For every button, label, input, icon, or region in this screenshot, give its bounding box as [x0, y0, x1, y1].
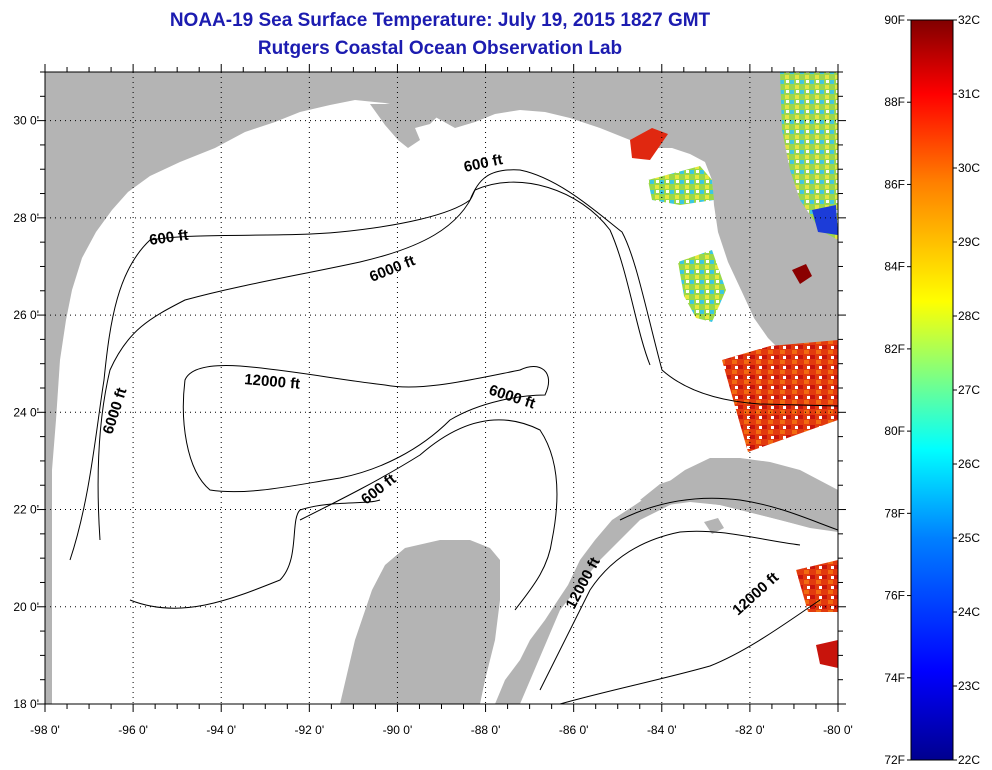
axis-tick-labels: -98 0' -96 0' -94 0' -92 0' -90 0' -88 0' -86 … — [13, 114, 852, 737]
colorbar-label-f: 90F — [884, 13, 905, 27]
contour-12000ft-channel — [539, 530, 801, 691]
colorbar-label-c: 27C — [958, 383, 980, 397]
colorbar-label-f: 80F — [884, 424, 905, 438]
colorbar-label-f: 72F — [884, 753, 905, 767]
lon-tick-label: -92 0' — [295, 723, 325, 737]
contour-600ft-yucatan — [129, 499, 381, 609]
colorbar-label-c: 32C — [958, 13, 980, 27]
sst-swath-north-2 — [648, 166, 714, 205]
isla-de-la-juventud — [704, 518, 724, 534]
lat-tick-label: 18 0' — [13, 697, 39, 711]
sst-swath-caribbean — [796, 560, 838, 612]
lon-tick-label: -84 0' — [647, 723, 677, 737]
lat-tick-label: 26 0' — [13, 308, 39, 322]
colorbar-label-c: 25C — [958, 531, 980, 545]
colorbar: 90F 88F 86F 84F 82F 80F 78F 76F 74F 72F 32C 31C 30C 2… — [884, 13, 980, 767]
colorbar-label-c: 23C — [958, 679, 980, 693]
colorbar-label-f: 88F — [884, 95, 905, 109]
lon-tick-label: -96 0' — [118, 723, 148, 737]
sst-hotspot-okeechobee — [792, 264, 812, 284]
colorbar-label-c: 22C — [958, 753, 980, 767]
contour-6000ft-slope — [97, 181, 651, 541]
sst-swath-florida-east — [812, 205, 838, 235]
colorbar-label-f: 74F — [884, 671, 905, 685]
lat-tick-label: 22 0' — [13, 503, 39, 517]
sst-swath-west-florida — [678, 250, 726, 322]
contour-6000ft-central — [299, 419, 558, 611]
colorbar-label-c: 29C — [958, 235, 980, 249]
lon-tick-label: -90 0' — [383, 723, 413, 737]
colorbar-label-f: 76F — [884, 589, 905, 603]
colorbar-label-f: 84F — [884, 260, 905, 274]
contour-600ft-shelf — [69, 169, 838, 561]
lon-tick-label: -88 0' — [471, 723, 501, 737]
caribbean-water — [520, 500, 838, 704]
colorbar-label-f: 86F — [884, 177, 905, 191]
colorbar-gradient — [910, 19, 954, 761]
gulf-water — [52, 100, 838, 704]
map-subtitle: Rutgers Coastal Ocean Observation Lab — [257, 38, 623, 59]
lat-tick-label: 24 0' — [13, 405, 39, 419]
sst-swath-caribbean-south — [816, 640, 838, 668]
lat-tick-label: 30 0' — [13, 114, 39, 128]
bathymetry-contours — [69, 169, 838, 704]
lon-tick-label: -98 0' — [30, 723, 60, 737]
lon-tick-label: -80 0' — [823, 723, 853, 737]
graticule — [45, 72, 838, 704]
lon-tick-label: -86 0' — [559, 723, 589, 737]
contour-label-600ft-northwest: 600 ft — [148, 227, 189, 249]
contour-label-12000ft-gulf: 12000 ft — [244, 371, 301, 393]
colorbar-label-c: 28C — [958, 309, 980, 323]
contour-12000ft-caribbean — [559, 599, 821, 704]
cuba — [640, 466, 838, 532]
lat-tick-label: 20 0' — [13, 600, 39, 614]
yucatan-peninsula — [340, 540, 500, 704]
map-title: NOAA-19 Sea Surface Temperature: July 19… — [169, 10, 711, 31]
sst-swath-keys — [722, 340, 838, 452]
colorbar-label-c: 24C — [958, 605, 980, 619]
axis-ticks — [37, 64, 846, 712]
colorbar-label-f: 82F — [884, 342, 905, 356]
sst-swath-north-1 — [630, 128, 668, 160]
lon-tick-label: -94 0' — [206, 723, 236, 737]
sst-swath-florida-atlantic — [780, 72, 838, 240]
colorbar-label-c: 30C — [958, 161, 980, 175]
lat-tick-label: 28 0' — [13, 211, 39, 225]
lon-tick-label: -82 0' — [735, 723, 765, 737]
contour-600ft-cuba — [619, 497, 838, 531]
contour-12000ft-abyssal — [182, 365, 550, 493]
colorbar-label-c: 26C — [958, 457, 980, 471]
colorbar-label-c: 31C — [958, 87, 980, 101]
map-area: 600 ft 600 ft 6000 ft 12000 ft 6000 ft 6… — [45, 72, 838, 704]
mississippi-delta — [370, 104, 440, 148]
colorbar-label-f: 78F — [884, 506, 905, 520]
